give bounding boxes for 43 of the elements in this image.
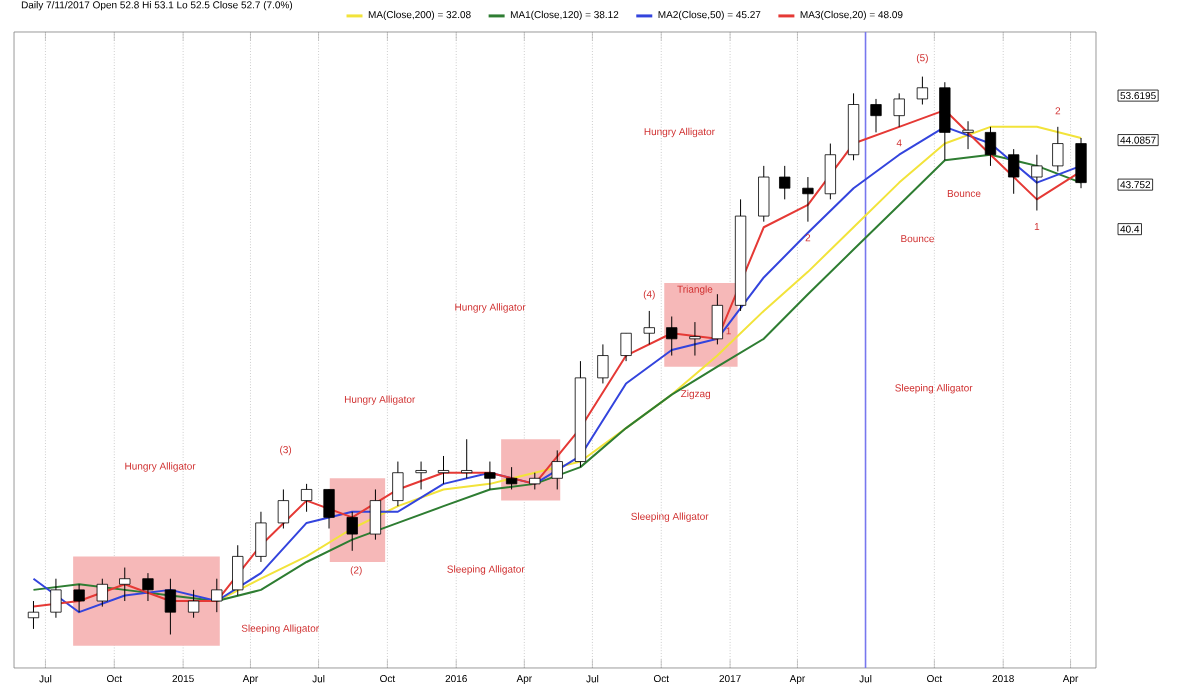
candlestick bbox=[27, 600, 40, 630]
candlestick bbox=[1008, 148, 1020, 195]
candlestick bbox=[939, 81, 951, 161]
candlestick bbox=[1052, 126, 1064, 172]
candlestick bbox=[758, 165, 770, 223]
candlestick bbox=[505, 466, 518, 490]
candlestick bbox=[437, 455, 450, 485]
candlestick bbox=[666, 316, 678, 357]
candlestick bbox=[96, 578, 108, 608]
candlestick bbox=[962, 120, 974, 150]
candlestick bbox=[211, 578, 223, 613]
candlestick bbox=[802, 176, 814, 223]
candlestick bbox=[346, 511, 358, 552]
candlestick bbox=[643, 310, 655, 345]
candlestick bbox=[255, 511, 267, 563]
candlestick bbox=[1031, 154, 1043, 212]
candlestick bbox=[551, 449, 563, 490]
candlestick bbox=[415, 461, 427, 490]
candlestick bbox=[484, 461, 496, 490]
candlestick bbox=[824, 143, 836, 200]
candlestick bbox=[277, 488, 290, 529]
candlestick bbox=[323, 488, 335, 529]
candlestick bbox=[711, 293, 724, 345]
candlestick bbox=[689, 321, 701, 357]
candlestick bbox=[119, 567, 131, 602]
candlestick bbox=[142, 572, 154, 602]
candlestick bbox=[73, 583, 85, 613]
candlestick bbox=[369, 488, 382, 541]
candlestick bbox=[187, 589, 200, 619]
candlestick bbox=[1075, 137, 1087, 189]
candlestick bbox=[300, 483, 313, 513]
candlestick bbox=[893, 92, 905, 128]
candlestick bbox=[232, 544, 244, 596]
candlestick bbox=[870, 98, 882, 133]
candlestick bbox=[392, 461, 404, 507]
candlestick bbox=[597, 343, 609, 384]
candlestick bbox=[164, 578, 177, 635]
candlestick bbox=[461, 438, 473, 479]
candlestick bbox=[779, 165, 791, 200]
candlestick bbox=[50, 578, 62, 619]
candlestick bbox=[984, 126, 997, 167]
candlestick bbox=[620, 332, 632, 362]
candlestick bbox=[916, 76, 929, 106]
